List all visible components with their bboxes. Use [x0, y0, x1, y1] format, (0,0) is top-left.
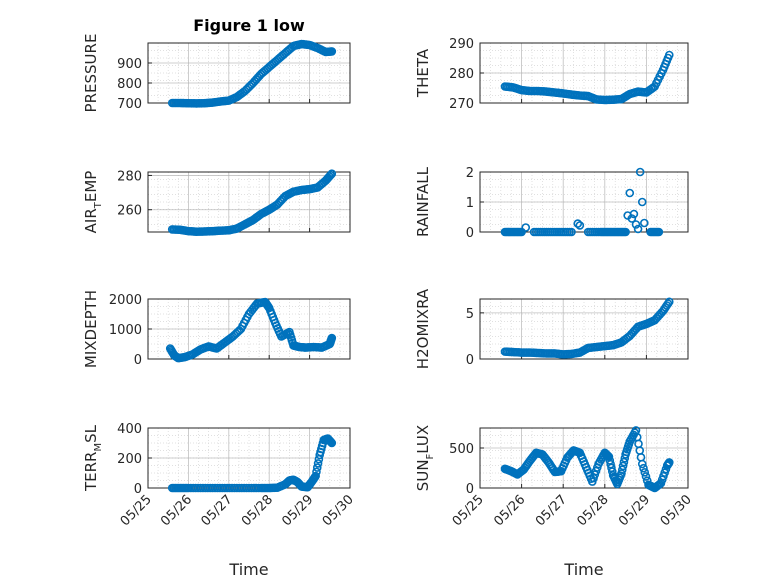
axes-box	[147, 171, 351, 233]
data-point	[664, 297, 674, 307]
y-axis-label: SUNFLUX	[414, 425, 436, 491]
data-point	[631, 220, 641, 229]
data-point	[619, 457, 629, 467]
axes-box	[479, 298, 689, 360]
panel-theta: 270 280 290 THETA	[414, 37, 689, 112]
data-point	[625, 188, 635, 198]
data-point	[311, 471, 320, 481]
data-point	[621, 227, 630, 237]
data-point	[640, 468, 650, 477]
y-axis-label: AIRTEMP	[82, 171, 104, 234]
x-axis-label: Time	[228, 560, 268, 579]
data-point	[664, 50, 674, 60]
y-tick-label: 1	[466, 196, 474, 211]
y-tick-label: 500	[449, 442, 474, 457]
chart-title: Figure 1 low	[193, 16, 305, 35]
data-point	[641, 472, 651, 481]
y-tick-label: 400	[117, 422, 142, 437]
data-point	[327, 47, 337, 56]
data-point	[637, 197, 647, 207]
data-point	[629, 209, 639, 219]
data-point	[637, 459, 647, 469]
y-axis-label: THETA	[414, 48, 432, 98]
y-tick-label: 2000	[109, 293, 142, 308]
data-point	[664, 458, 674, 467]
data-point	[327, 333, 337, 343]
data-point	[326, 170, 335, 180]
data-point	[313, 459, 323, 468]
data-point	[618, 461, 628, 471]
y-axis-label: MIXDEPTH	[82, 290, 100, 368]
data-point	[654, 227, 664, 237]
y-tick-label: 0	[466, 226, 474, 241]
y-tick-label: 0	[134, 482, 142, 497]
y-tick-label: 270	[449, 97, 474, 112]
y-tick-label: 700	[117, 97, 142, 112]
y-tick-label: 0	[134, 353, 142, 368]
y-tick-label: 200	[117, 452, 142, 467]
panel-h2o-mixing-ratio: 0 5 H2OMIXRA	[414, 288, 689, 369]
y-tick-label: 290	[449, 37, 474, 52]
y-tick-label: 280	[117, 169, 142, 184]
data-point	[575, 221, 585, 230]
panel-mixdepth: 0 1000 2000 MIXDEPTH	[82, 290, 351, 368]
data-point	[640, 218, 649, 228]
y-tick-label: 0	[466, 353, 474, 368]
y-tick-label: 0	[466, 482, 474, 497]
data-point	[567, 227, 576, 237]
data-point	[312, 467, 321, 477]
data-point	[639, 463, 648, 473]
y-tick-label: 280	[449, 67, 474, 82]
data-point	[627, 214, 637, 223]
data-point	[327, 438, 337, 448]
y-axis-label: H2OMIXRA	[414, 288, 432, 369]
y-tick-label: 260	[117, 204, 142, 219]
data-point	[607, 467, 617, 476]
data-point	[617, 469, 626, 478]
panel-rainfall: 0 1 2 RAINFALL	[414, 166, 689, 241]
x-axis-label: Time	[563, 560, 603, 579]
y-tick-label: 2	[466, 166, 474, 181]
y-tick-label: 5	[466, 307, 474, 322]
axes-box	[147, 42, 351, 104]
y-tick-label: 1000	[109, 323, 142, 338]
panel-pressure: 700 800 900 PRESSURE Figure 1 low	[82, 16, 351, 113]
data-point	[617, 465, 627, 475]
axes-box	[479, 427, 689, 489]
data-point	[312, 463, 322, 472]
y-axis-label: RAINFALL	[414, 166, 432, 237]
y-axis-label: TERRMSL	[82, 424, 104, 492]
data-point	[635, 167, 645, 177]
y-tick-label: 800	[117, 77, 142, 92]
data-point	[327, 169, 337, 179]
y-tick-label: 900	[117, 57, 142, 72]
data-point	[521, 223, 531, 232]
y-axis-label: PRESSURE	[82, 34, 100, 113]
data-point	[633, 224, 643, 234]
panel-air-temp: 260 280 AIRTEMP	[82, 169, 351, 236]
data-point	[573, 219, 583, 228]
